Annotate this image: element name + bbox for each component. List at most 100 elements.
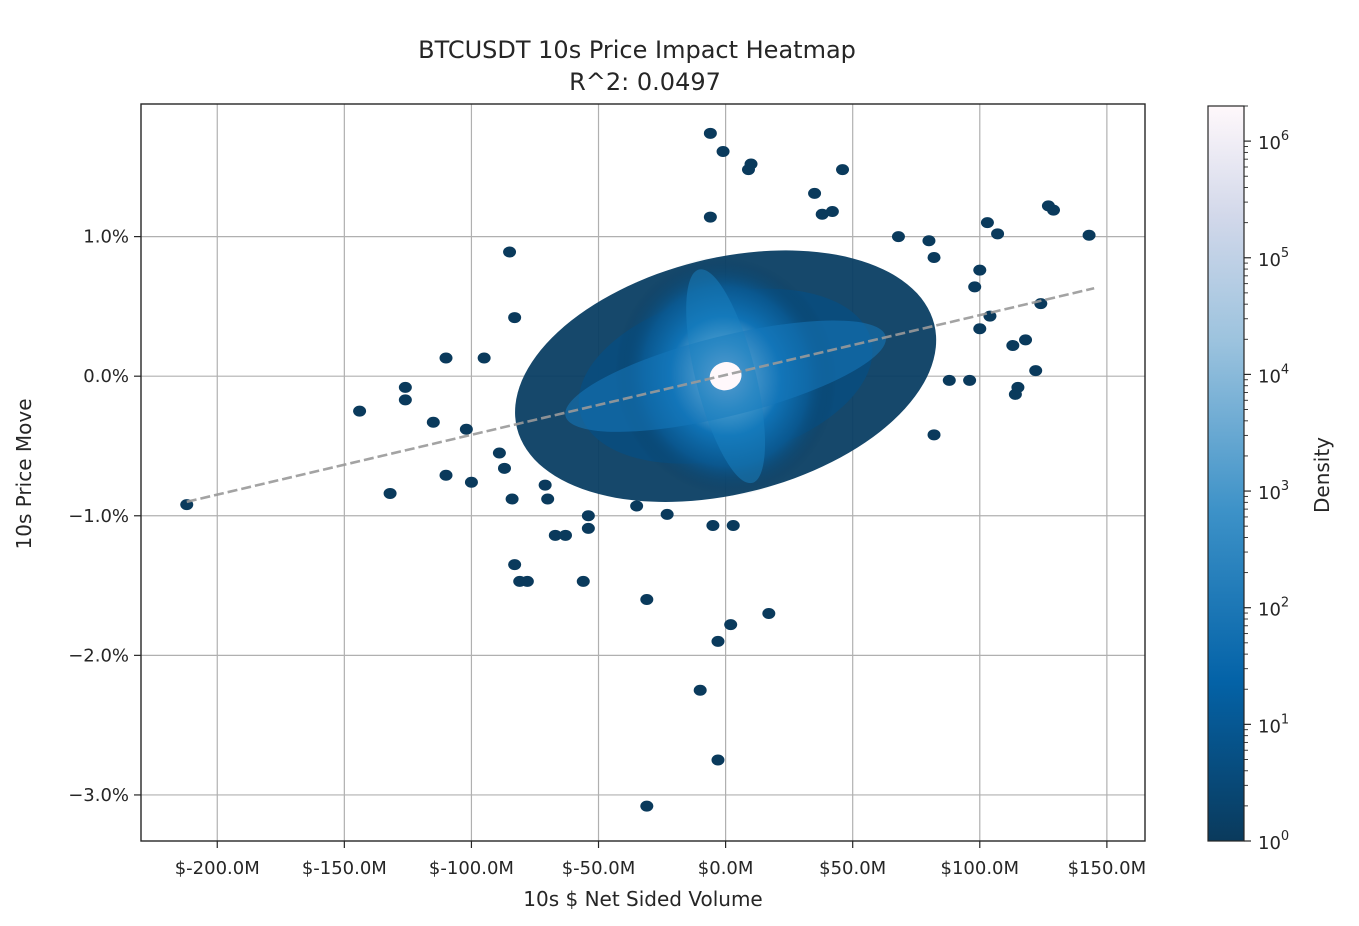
x-tick-label: $150.0M [1068, 858, 1147, 879]
outlier-bin [640, 800, 654, 812]
x-tick-label: $-200.0M [175, 858, 260, 879]
outlier-bin [927, 252, 941, 264]
colorbar-tick-exponent: 5 [1281, 246, 1289, 261]
colorbar-tick-base: 10 [1258, 133, 1281, 154]
outlier-bin [439, 469, 453, 481]
outlier-bin [991, 228, 1005, 240]
outlier-bin [973, 323, 987, 335]
outlier-bin [398, 394, 412, 406]
colorbar-tick-label: 101 [1258, 712, 1289, 737]
outlier-bin [1082, 229, 1096, 241]
colorbar-tick-base: 10 [1258, 716, 1281, 737]
x-tick-label: $50.0M [819, 858, 886, 879]
fit-line-layer [186, 286, 1095, 504]
outlier-bin [383, 487, 397, 499]
colorbar-tick-label: 100 [1258, 829, 1289, 854]
outlier-bin [711, 754, 725, 766]
outlier-bin [726, 520, 740, 532]
outlier-bin [716, 145, 730, 157]
outlier-bin [508, 312, 522, 324]
outlier-bin [541, 493, 555, 505]
outlier-bin [581, 510, 595, 522]
chart-subtitle: R^2: 0.0497 [569, 68, 721, 96]
outlier-bin [439, 352, 453, 364]
outlier-bin [548, 529, 562, 541]
outlier-bin [576, 575, 590, 587]
colorbar-tick-exponent: 1 [1281, 712, 1289, 727]
colorbar-tick-base: 10 [1258, 833, 1281, 854]
outlier-bin [1006, 339, 1020, 351]
outlier-bin [503, 246, 517, 258]
colorbar-tick-label: 105 [1258, 246, 1289, 271]
y-ticks: 1.0% 0.0% −1.0% −2.0% −3.0% [68, 227, 141, 806]
outlier-bin [459, 423, 473, 435]
y-tick-label: 1.0% [83, 227, 129, 248]
x-ticks: $-200.0M $-150.0M $-100.0M $-50.0M $0.0M $50.… [175, 841, 1146, 879]
outlier-bin [762, 607, 776, 619]
outlier-bin [398, 381, 412, 393]
outlier-bin [505, 493, 519, 505]
x-tick-label: $-100.0M [429, 858, 514, 879]
outlier-bin [744, 158, 758, 170]
outlier-bin [808, 187, 822, 199]
x-axis-label: 10s $ Net Sided Volume [523, 887, 762, 911]
plot-frame [140, 103, 1146, 842]
outlier-bin [711, 635, 725, 647]
outlier-bin [980, 217, 994, 229]
outlier-bin [508, 559, 522, 571]
outlier-bin [464, 476, 478, 488]
outlier-bin [1019, 334, 1033, 346]
outlier-bin [836, 164, 850, 176]
colorbar-tick-base: 10 [1258, 366, 1281, 387]
chart-title: BTCUSDT 10s Price Impact Heatmap [418, 36, 856, 64]
y-tick-label: −1.0% [68, 506, 129, 527]
colorbar-tick-exponent: 6 [1281, 129, 1289, 144]
outlier-bin [640, 594, 654, 606]
colorbar [1207, 105, 1245, 842]
outlier-bin [973, 264, 987, 276]
outlier-bin [703, 211, 717, 223]
outlier-bin [815, 208, 829, 220]
colorbar-tick-base: 10 [1258, 483, 1281, 504]
colorbar-tick-exponent: 2 [1281, 596, 1289, 611]
outlier-bin [942, 374, 956, 386]
colorbar-tick-label: 103 [1258, 479, 1289, 504]
y-axis-label: 10s Price Move [12, 398, 36, 549]
outlier-bin [630, 500, 644, 512]
x-tick-label: $100.0M [941, 858, 1020, 879]
outlier-bin [1011, 381, 1025, 393]
outlier-bin [581, 522, 595, 534]
outlier-bin [353, 405, 367, 417]
outlier-bin [1046, 204, 1060, 216]
colorbar-tick-label: 104 [1258, 362, 1289, 387]
outlier-bin [1029, 365, 1043, 377]
x-tick-label: $0.0M [698, 858, 754, 879]
y-tick-label: 0.0% [83, 366, 129, 387]
colorbar-tick-label: 106 [1258, 129, 1289, 154]
outlier-bin [558, 529, 572, 541]
x-tick-label: $-50.0M [562, 858, 636, 879]
outlier-bin [968, 281, 982, 293]
colorbar-tick-exponent: 3 [1281, 479, 1289, 494]
outlier-bin [922, 235, 936, 247]
colorbar-tick-exponent: 0 [1281, 829, 1289, 844]
outlier-bin [492, 447, 506, 459]
outlier-bin [426, 416, 440, 428]
colorbar-tick-exponent: 4 [1281, 362, 1289, 377]
outlier-bin [706, 520, 720, 532]
colorbar-tick-base: 10 [1258, 600, 1281, 621]
outlier-bin [520, 575, 534, 587]
outlier-bin [703, 127, 717, 139]
outlier-bin [477, 352, 491, 364]
colorbar-tick-label: 102 [1258, 596, 1289, 621]
outlier-bin [963, 374, 977, 386]
outlier-bin [825, 205, 839, 217]
outlier-bin [693, 684, 707, 696]
colorbar-label: Density [1310, 437, 1334, 513]
outlier-bin [724, 619, 738, 631]
regression-fit-line [186, 286, 1095, 504]
outlier-bin [891, 231, 905, 243]
